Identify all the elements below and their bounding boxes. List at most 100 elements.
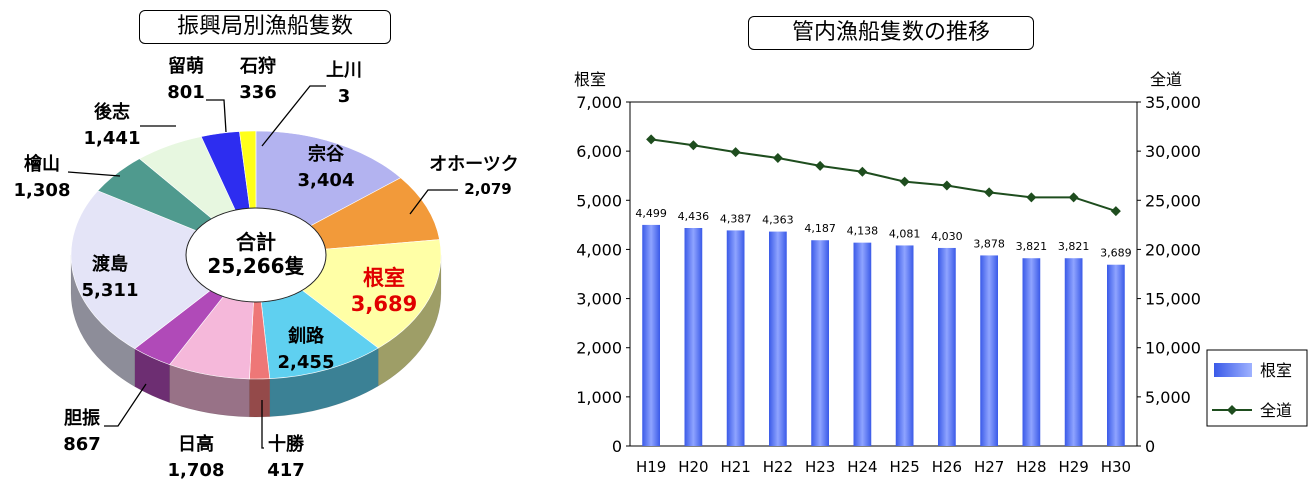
- right-tick-label: 25,000: [1145, 191, 1201, 210]
- legend-label-全道: 全道: [1260, 401, 1292, 420]
- bar-H28: [1022, 258, 1041, 446]
- x-tick-label-H19: H19: [636, 458, 666, 476]
- line-series-全道: [650, 138, 1117, 213]
- bar-label-H25: 4,081: [889, 227, 921, 240]
- pie-side-十勝: [249, 378, 271, 418]
- legend-box: [1206, 349, 1308, 427]
- line-point-H26: [941, 180, 952, 191]
- bar-label-H28: 3,821: [1016, 240, 1048, 253]
- bar-H27: [980, 255, 998, 446]
- pie-top-face: [70, 130, 442, 380]
- left-axis-title: 根室: [574, 70, 606, 89]
- left-tick-label: 5,000: [576, 191, 622, 210]
- legend-marker-全道: [1227, 405, 1237, 415]
- pie-label-value-後志: 1,441: [84, 128, 141, 149]
- legend-label-根室: 根室: [1260, 361, 1292, 380]
- line-point-H27: [984, 187, 995, 198]
- x-tick-label-H21: H21: [720, 458, 750, 476]
- pie-label-value-釧路: 2,455: [278, 352, 335, 373]
- pie-label-name-渡島: 渡島: [92, 253, 128, 275]
- bar-chart-title: 管内漁船隻数の推移: [748, 16, 1034, 50]
- bar-label-H24: 4,138: [847, 225, 879, 238]
- bar-label-H22: 4,363: [762, 214, 794, 227]
- right-tick-label: 30,000: [1145, 142, 1201, 161]
- pie-label-name-オホーツク: オホーツク: [429, 154, 519, 175]
- x-tick-label-H26: H26: [932, 458, 962, 476]
- line-point-H21: [730, 147, 741, 158]
- pie-label-name-胆振: 胆振: [63, 407, 100, 429]
- line-point-H23: [815, 160, 826, 171]
- x-tick-label-H29: H29: [1058, 458, 1088, 476]
- line-point-H22: [772, 153, 783, 164]
- pie-label-value-留萌: 801: [167, 82, 205, 103]
- left-tick-label: 7,000: [576, 93, 622, 112]
- pie-label-value-根室: 3,689: [351, 292, 417, 316]
- bar-H19: [642, 224, 660, 446]
- left-tick-label: 4,000: [576, 240, 622, 259]
- pie-label-value-十勝: 417: [267, 460, 305, 481]
- bar-H25: [895, 245, 914, 446]
- bar-H22: [769, 231, 787, 446]
- right-tick-label: 35,000: [1145, 93, 1201, 112]
- left-tick-label: 0: [612, 437, 622, 456]
- leader-line-檜山: [67, 171, 121, 177]
- line-point-H20: [688, 140, 699, 151]
- bar-label-H30: 3,689: [1100, 247, 1132, 260]
- bar-label-H29: 3,821: [1058, 240, 1090, 253]
- pie-label-value-胆振: 867: [63, 434, 101, 455]
- x-tick-label-H30: H30: [1101, 458, 1131, 476]
- pie-label-name-上川: 上川: [326, 60, 362, 81]
- left-tick-label: 6,000: [576, 142, 622, 161]
- pie-labels: 宗谷 3,404 オホーツク 2,079 根室3,689 釧路 2,455 十勝 417 日高 1,…: [14, 55, 519, 481]
- bar-chart: 0 1,000 2,000 3,000 4,000 5,000 6,000 7,000 0 5,0…: [574, 70, 1308, 476]
- pie-label-name-根室: 根室: [363, 266, 405, 290]
- x-tick-label-H24: H24: [847, 458, 877, 476]
- pie-label-value-宗谷: 3,404: [298, 170, 355, 191]
- pie-label-value-上川: 3: [338, 86, 351, 107]
- right-tick-label: 5,000: [1145, 388, 1191, 407]
- pie-label-value-檜山: 1,308: [14, 180, 71, 201]
- right-tick-label: 10,000: [1145, 339, 1201, 358]
- x-tick-label-H20: H20: [678, 458, 708, 476]
- line-point-H19: [646, 134, 657, 145]
- pie-center-label-2: 25,266隻: [207, 254, 304, 278]
- x-tick-label-H22: H22: [763, 458, 793, 476]
- bar-H26: [938, 247, 956, 446]
- leader-line-オホーツク: [409, 189, 458, 215]
- legend-swatch-根室: [1214, 363, 1252, 377]
- right-axis-title: 全道: [1150, 70, 1182, 89]
- left-tick-label: 3,000: [576, 290, 622, 309]
- x-tick-label-H23: H23: [805, 458, 835, 476]
- pie-label-name-宗谷: 宗谷: [308, 143, 345, 165]
- bar-label-H23: 4,187: [804, 222, 836, 235]
- bar-label-H26: 4,030: [931, 230, 963, 243]
- line-point-H24: [857, 166, 868, 177]
- leader-line-胆振: [104, 383, 147, 427]
- pie-label-value-渡島: 5,311: [82, 280, 139, 301]
- line-point-H30: [1110, 206, 1121, 217]
- bar-label-H27: 3,878: [973, 237, 1005, 250]
- bar-label-H21: 4,387: [720, 212, 752, 225]
- leader-line-上川: [261, 85, 326, 147]
- plot-area: [629, 101, 1138, 447]
- bar-label-H19: 4,499: [635, 207, 667, 220]
- line-point-H28: [1026, 192, 1037, 203]
- leader-line-留萌: [206, 99, 227, 133]
- pie-side-walls: [70, 254, 442, 418]
- pie-label-value-日高: 1,708: [168, 460, 225, 481]
- line-point-H29: [1068, 192, 1079, 203]
- bar-H24: [853, 242, 872, 446]
- pie-label-name-十勝: 十勝: [268, 433, 305, 455]
- x-tick-label-H27: H27: [974, 458, 1004, 476]
- pie-label-name-後志: 後志: [94, 101, 130, 123]
- left-tick-label: 1,000: [576, 388, 622, 407]
- pie-center-hole: [185, 207, 327, 303]
- x-tick-label-H25: H25: [889, 458, 919, 476]
- x-tick-label-H28: H28: [1016, 458, 1046, 476]
- right-tick-label: 20,000: [1145, 240, 1201, 259]
- bar-H29: [1064, 258, 1083, 446]
- pie-label-name-釧路: 釧路: [288, 325, 325, 347]
